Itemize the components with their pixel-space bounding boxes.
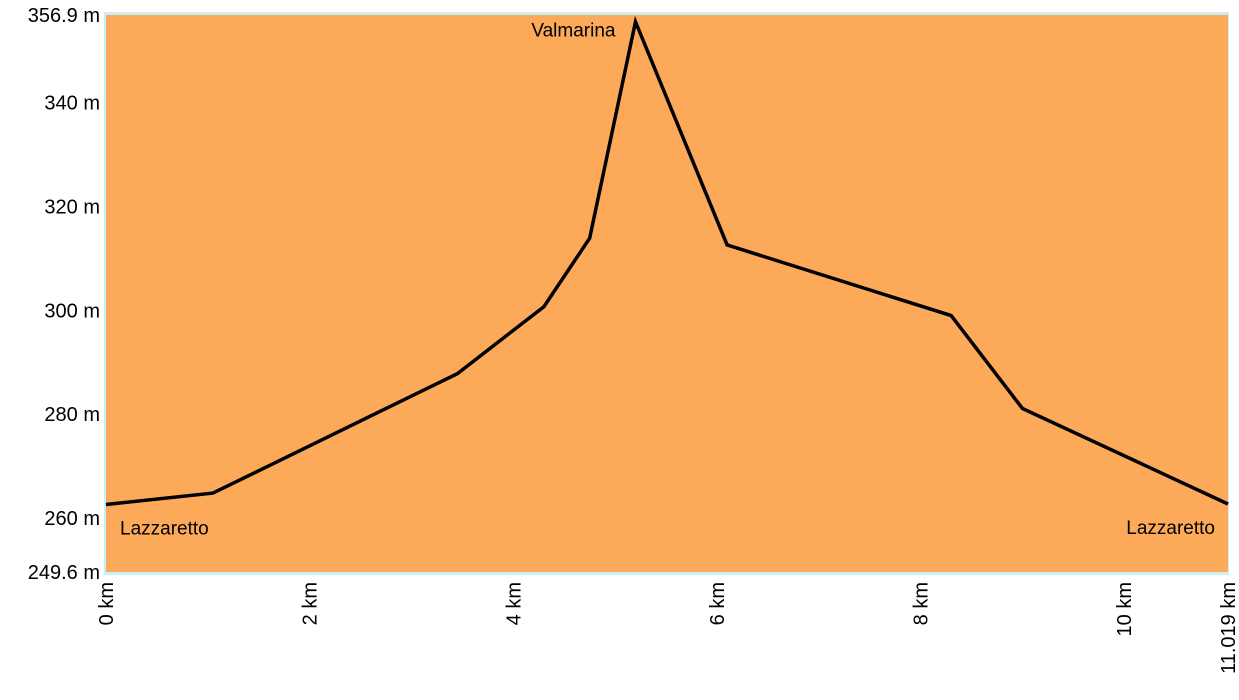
point-annotation: Lazzaretto xyxy=(120,519,209,540)
x-tick-label: 4 km xyxy=(503,582,525,625)
elevation-series xyxy=(105,15,1229,507)
y-tick-label: 320 m xyxy=(44,197,100,219)
x-tick-label: 6 km xyxy=(707,582,729,625)
x-tick-label: 2 km xyxy=(300,582,322,625)
y-tick-label: 280 m xyxy=(44,404,100,426)
x-tick-label: 8 km xyxy=(911,582,933,625)
y-tick-label: 300 m xyxy=(44,300,100,322)
point-annotation: Valmarina xyxy=(531,21,616,42)
x-tick-label: 10 km xyxy=(1114,582,1136,636)
point-annotation: Lazzaretto xyxy=(1126,518,1215,539)
x-axis: 0 km 2 km 4 km 6 km 8 km 10 km 11.019 km xyxy=(96,582,1239,674)
annotations: Lazzaretto Valmarina Lazzaretto xyxy=(120,21,1215,540)
x-tick-label: 11.019 km xyxy=(1218,582,1239,674)
elevation-area xyxy=(106,21,1228,573)
y-tick-label: 340 m xyxy=(44,93,100,115)
y-tick-label: 260 m xyxy=(44,508,100,530)
y-tick-label: 249.6 m xyxy=(28,562,100,584)
elevation-line xyxy=(105,15,1229,507)
y-axis: 356.9 m 340 m 320 m 300 m 280 m 260 m 249.6 m xyxy=(28,5,100,584)
x-tick-label: 0 km xyxy=(96,582,118,625)
y-tick-label: 356.9 m xyxy=(28,5,100,27)
